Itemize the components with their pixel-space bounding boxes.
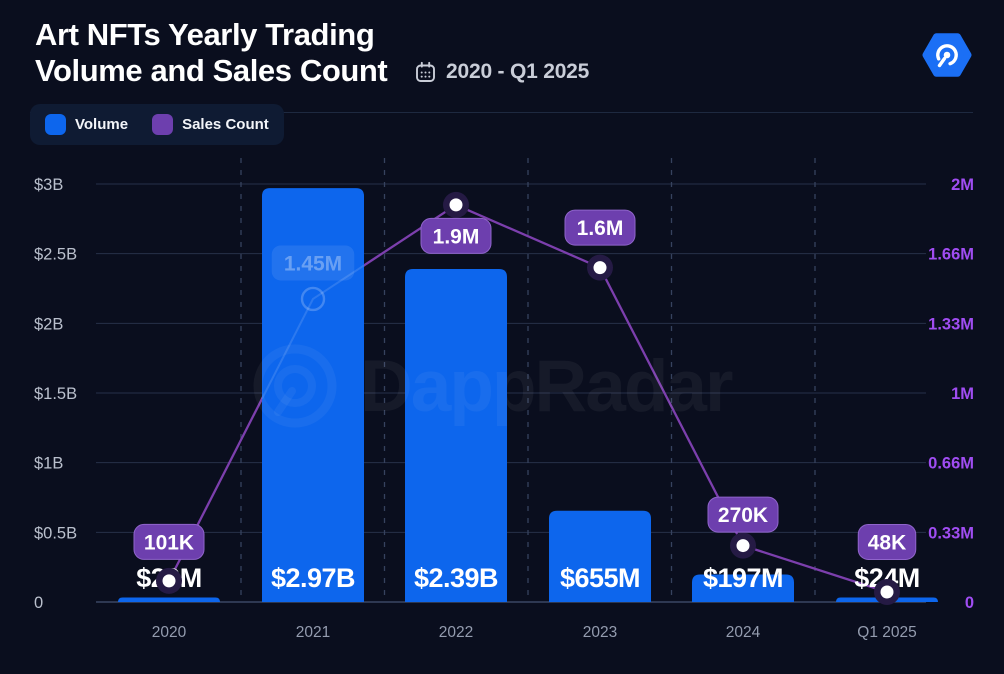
header-divider	[30, 112, 973, 113]
value-label-2024: $197M	[703, 563, 783, 593]
badge-2020	[133, 523, 205, 560]
legend-item-volume[interactable]: Volume	[45, 114, 128, 135]
badge-2024	[707, 496, 779, 533]
left-axis-tick: $2B	[34, 315, 63, 333]
date-range: 2020 - Q1 2025	[414, 60, 589, 84]
page-title: Art NFTs Yearly Trading Volume and Sales…	[35, 17, 388, 89]
x-axis-label-2023: 2023	[583, 624, 617, 641]
x-axis-label-2020: 2020	[152, 624, 187, 641]
page-title-line2: Volume and Sales Count	[35, 53, 388, 88]
right-axis-tick: 1.33M	[928, 315, 974, 333]
marker-2024[interactable]	[736, 539, 750, 553]
left-axis-tick: $1B	[34, 455, 63, 473]
right-axis-tick: 0	[965, 594, 974, 612]
dappradar-logo-icon[interactable]	[922, 30, 972, 80]
value-label-2021: $2.97B	[271, 563, 355, 593]
marker-2023[interactable]	[593, 261, 607, 275]
page-title-line1: Art NFTs Yearly Trading	[35, 17, 375, 52]
x-axis-label-2022: 2022	[439, 624, 473, 641]
bar-2022[interactable]	[405, 268, 507, 602]
volume-swatch	[45, 114, 66, 135]
badge-label-Q1 2025: 48K	[868, 531, 907, 554]
bar-2023[interactable]	[549, 510, 651, 602]
right-axis-tick: 1M	[951, 385, 974, 403]
value-label-2022: $2.39B	[414, 563, 498, 593]
badge-label-2023: 1.6M	[577, 217, 624, 240]
badge-2022	[420, 217, 492, 254]
chart-legend: Volume Sales Count	[30, 104, 284, 145]
left-axis-tick: $3B	[34, 176, 63, 194]
left-axis-tick: $0.5B	[34, 524, 77, 542]
marker-2022[interactable]	[449, 198, 463, 212]
marker-2020[interactable]	[162, 574, 176, 588]
badge-label-2020: 101K	[144, 531, 194, 554]
value-label-2023: $655M	[560, 563, 640, 593]
bar-2021[interactable]	[262, 188, 364, 602]
ghost-badge-label: 1.45M	[284, 252, 342, 275]
legend-item-sales-count[interactable]: Sales Count	[152, 114, 269, 135]
ghost-badge-2021	[271, 245, 355, 281]
left-axis-tick: 0	[34, 594, 43, 612]
bar-2020[interactable]	[118, 597, 220, 603]
right-axis-tick: 0.66M	[928, 455, 974, 473]
legend-item-sales-count-label: Sales Count	[182, 116, 269, 133]
right-axis-tick: 2M	[951, 176, 974, 194]
right-axis-tick: 0.33M	[928, 524, 974, 542]
x-axis-label-2024: 2024	[726, 624, 761, 641]
ghost-line-segment	[261, 264, 365, 400]
x-axis-label-2021: 2021	[296, 624, 330, 641]
badge-Q1 2025	[857, 523, 917, 560]
right-axis-tick: 1.66M	[928, 246, 974, 264]
badge-label-2022: 1.9M	[433, 225, 480, 248]
ghost-marker-2021	[300, 286, 326, 312]
legend-item-volume-label: Volume	[75, 116, 129, 133]
sales-count-swatch	[152, 114, 174, 135]
badge-label-2024: 270K	[718, 504, 768, 527]
badge-2023	[564, 209, 636, 246]
x-axis-label-Q1 2025: Q1 2025	[857, 624, 916, 641]
marker-Q1 2025[interactable]	[880, 585, 894, 599]
left-axis-tick: $1.5B	[34, 385, 77, 403]
calendar-icon	[414, 61, 437, 84]
date-range-label: 2020 - Q1 2025	[446, 60, 590, 83]
left-axis-tick: $2.5B	[34, 246, 77, 264]
bar-2024[interactable]	[692, 574, 794, 602]
